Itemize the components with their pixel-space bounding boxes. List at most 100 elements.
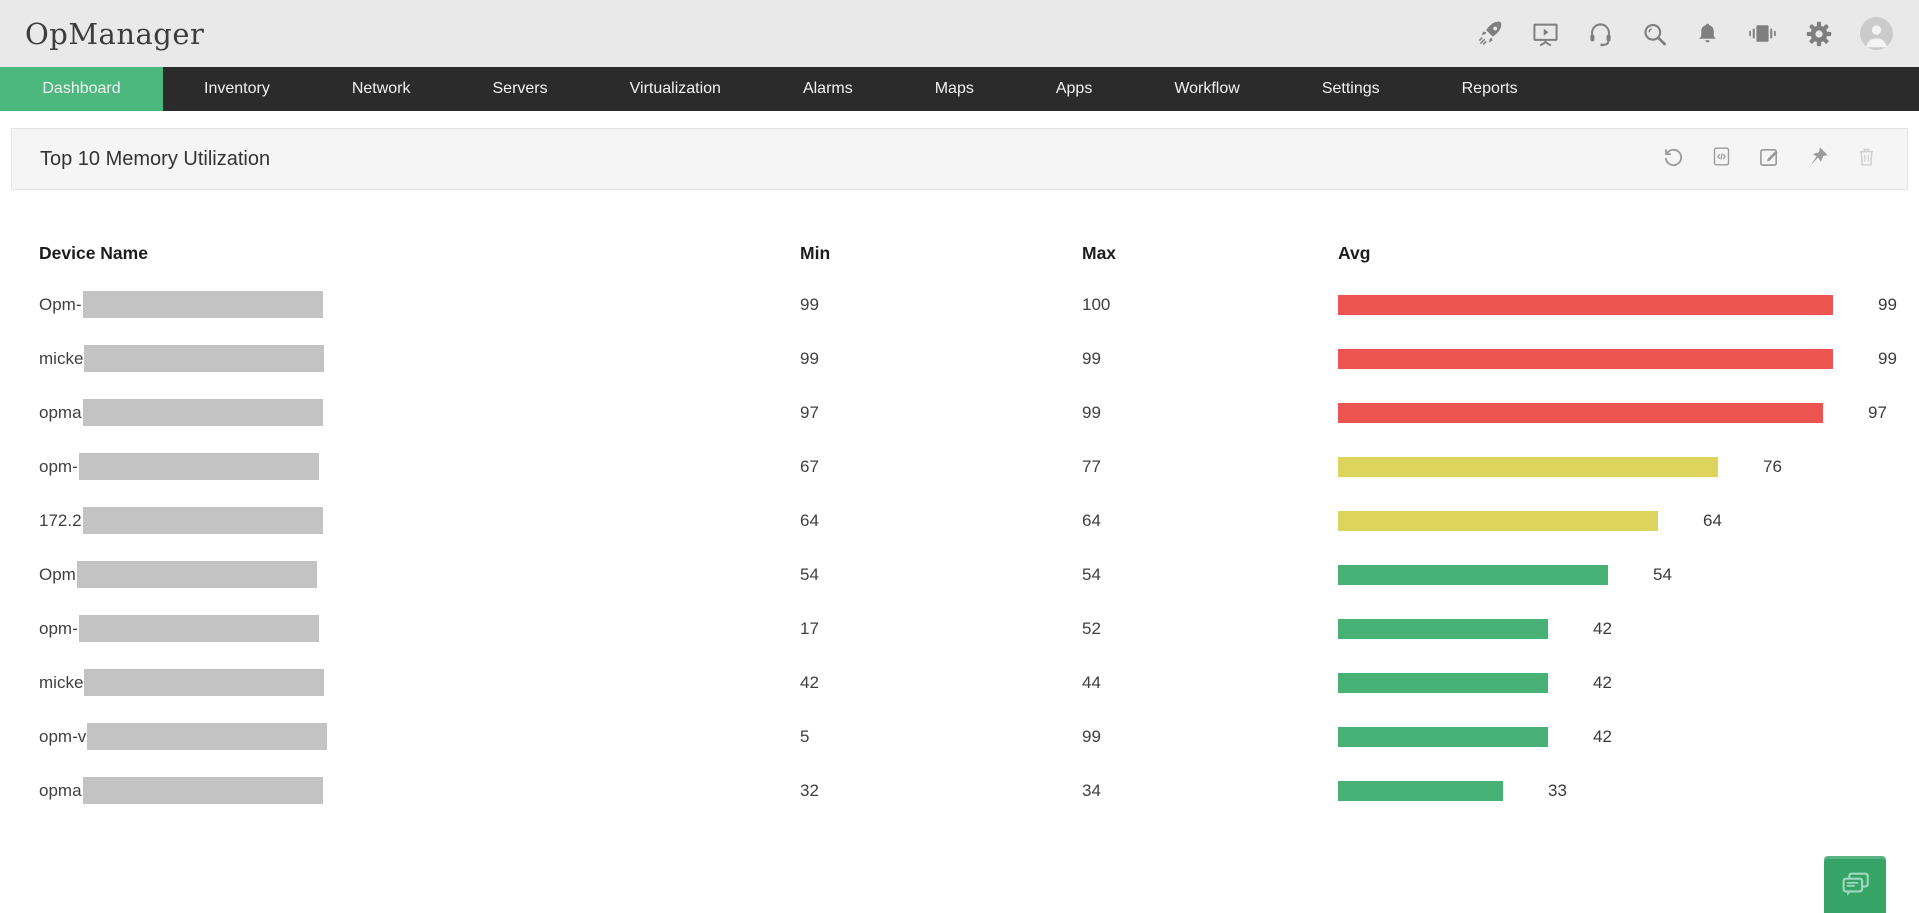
- device-name-link[interactable]: opma: [39, 398, 800, 427]
- avg-value-label: 54: [1653, 565, 1672, 584]
- avg-value-label: 64: [1703, 511, 1722, 530]
- pin-icon[interactable]: [1807, 145, 1830, 173]
- rocket-icon[interactable]: [1477, 20, 1504, 47]
- nav-tab-servers[interactable]: Servers: [492, 80, 548, 97]
- device-name-link[interactable]: opm-v: [39, 722, 800, 751]
- max-value: 99: [1082, 349, 1101, 368]
- redaction-box: [82, 290, 323, 318]
- nav-tab-reports[interactable]: Reports: [1461, 80, 1518, 97]
- avg-bar: [1338, 457, 1718, 477]
- min-value: 67: [800, 457, 819, 476]
- device-name-prefix: micke: [39, 349, 84, 368]
- avg-bar: [1338, 781, 1503, 801]
- avg-value-label: 42: [1593, 619, 1612, 638]
- device-name-prefix: opma: [39, 781, 82, 800]
- table-row: 172.2 64 64 64: [39, 494, 1880, 548]
- table-row: Opm 54 54 54: [39, 548, 1880, 602]
- min-value: 99: [800, 295, 819, 314]
- avg-value-label: 76: [1763, 457, 1782, 476]
- device-name-link[interactable]: opm-: [39, 452, 800, 481]
- notifications-bell-icon[interactable]: [1695, 20, 1720, 47]
- avg-value-label: 99: [1878, 349, 1897, 368]
- app-logo: OpManager: [25, 16, 205, 51]
- device-name-prefix: opm-: [39, 457, 78, 476]
- device-name-link[interactable]: micke: [39, 344, 800, 373]
- chat-bubbles-icon: [1842, 872, 1869, 896]
- settings-gear-icon[interactable]: [1805, 20, 1833, 48]
- table-header-row: Device Name Min Max Avg: [39, 228, 1880, 278]
- search-icon[interactable]: [1641, 20, 1668, 48]
- avg-bar-cell: 33: [1338, 781, 1880, 801]
- min-value: 32: [800, 781, 819, 800]
- nav-tab-alarms[interactable]: Alarms: [802, 80, 853, 97]
- chat-feedback-button[interactable]: [1824, 856, 1886, 913]
- memory-utilization-table: Device Name Min Max Avg Opm- 99 100 99 m…: [39, 228, 1897, 818]
- avg-bar-cell: 99: [1338, 295, 1897, 315]
- max-value: 34: [1082, 781, 1101, 800]
- device-name-link[interactable]: Opm-: [39, 290, 800, 319]
- avg-bar: [1338, 619, 1548, 639]
- nav-tab-dashboard[interactable]: Dashboard: [0, 67, 163, 111]
- col-header-min: Min: [800, 242, 831, 263]
- redaction-box: [78, 614, 319, 642]
- table-row: opma 97 99 97: [39, 386, 1887, 440]
- nav-tab-workflow[interactable]: Workflow: [1174, 80, 1240, 97]
- top-header-bar: OpManager: [0, 0, 1919, 67]
- video-wall-icon[interactable]: [1747, 20, 1778, 47]
- device-name-link[interactable]: 172.2: [39, 506, 800, 535]
- table-row: micke 99 99 99: [39, 332, 1897, 386]
- presentation-icon[interactable]: [1531, 20, 1560, 48]
- nav-tab-network[interactable]: Network: [351, 80, 411, 97]
- col-header-max: Max: [1082, 242, 1117, 263]
- topbar-icon-group: [1477, 17, 1893, 50]
- avg-bar: [1338, 727, 1548, 747]
- delete-trash-icon[interactable]: [1856, 145, 1877, 173]
- device-name-link[interactable]: opm-: [39, 614, 800, 643]
- avg-bar: [1338, 511, 1658, 531]
- avg-bar-cell: 42: [1338, 673, 1880, 693]
- min-value: 5: [800, 727, 810, 746]
- device-name-link[interactable]: opma: [39, 776, 800, 805]
- edit-icon[interactable]: [1758, 145, 1781, 173]
- avg-value-label: 42: [1593, 727, 1612, 746]
- embed-widget-icon[interactable]: [1711, 145, 1732, 173]
- max-value: 100: [1082, 295, 1111, 314]
- min-value: 97: [800, 403, 819, 422]
- table-row: opm- 67 77 76: [39, 440, 1880, 494]
- widget-title: Top 10 Memory Utilization: [40, 147, 271, 170]
- avg-bar-cell: 54: [1338, 565, 1880, 585]
- avg-bar: [1338, 349, 1833, 369]
- nav-tab-apps[interactable]: Apps: [1055, 80, 1093, 97]
- device-name-prefix: micke: [39, 673, 84, 692]
- device-name-link[interactable]: Opm: [39, 560, 800, 589]
- avg-bar-cell: 76: [1338, 457, 1880, 477]
- headset-icon[interactable]: [1587, 20, 1614, 48]
- device-name-prefix: opma: [39, 403, 82, 422]
- refresh-icon[interactable]: [1662, 145, 1685, 173]
- avg-value-label: 99: [1878, 295, 1897, 314]
- table-row: micke 42 44 42: [39, 656, 1880, 710]
- redaction-box: [82, 398, 323, 426]
- col-header-avg: Avg: [1338, 242, 1371, 263]
- nav-tab-settings[interactable]: Settings: [1321, 80, 1380, 97]
- redaction-box: [76, 560, 317, 588]
- nav-tab-virtualization[interactable]: Virtualization: [629, 80, 721, 97]
- user-avatar[interactable]: [1860, 17, 1893, 50]
- avg-value-label: 33: [1548, 781, 1567, 800]
- device-name-link[interactable]: micke: [39, 668, 800, 697]
- table-row: Opm- 99 100 99: [39, 278, 1897, 332]
- table-row: opm- 17 52 42: [39, 602, 1880, 656]
- max-value: 44: [1082, 673, 1101, 692]
- device-name-prefix: Opm: [39, 565, 76, 584]
- redaction-box: [78, 452, 319, 480]
- avg-bar-cell: 97: [1338, 403, 1887, 423]
- avg-value-label: 42: [1593, 673, 1612, 692]
- redaction-box: [84, 668, 325, 696]
- max-value: 52: [1082, 619, 1101, 638]
- avg-bar: [1338, 565, 1608, 585]
- widget-actions: [1662, 145, 1877, 173]
- nav-tab-inventory[interactable]: Inventory: [204, 80, 270, 97]
- nav-tab-maps[interactable]: Maps: [934, 80, 974, 97]
- avg-bar: [1338, 295, 1833, 315]
- device-name-prefix: 172.2: [39, 511, 82, 530]
